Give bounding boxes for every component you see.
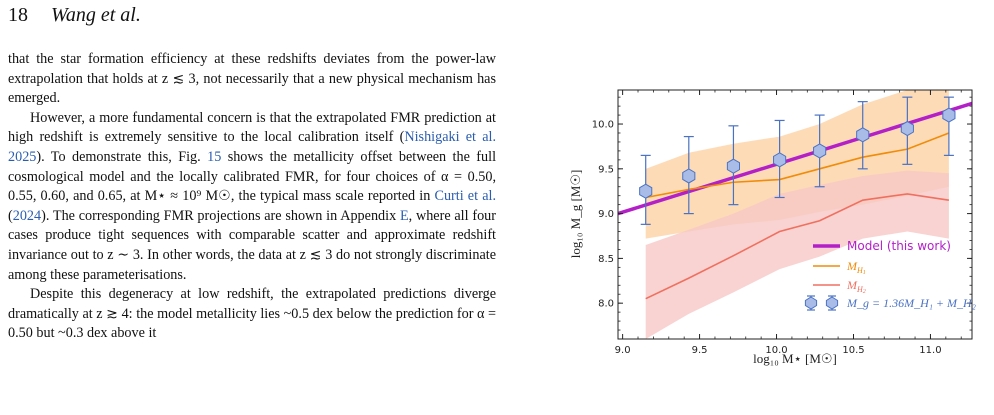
body-text-column: that the star formation efficiency at th…: [8, 50, 496, 344]
legend-label-h1: MH1: [846, 259, 866, 276]
page-header: 18 Wang et al.: [8, 4, 141, 27]
legend-label-h2: MH2: [846, 278, 866, 295]
gas-mass-point: [682, 168, 696, 184]
y-tick-label: 9.0: [598, 209, 614, 220]
gas-mass-point: [900, 120, 914, 137]
paragraph-2: However, a more fundamental concern is t…: [8, 109, 497, 283]
running-head-authors: Wang et al.: [51, 4, 141, 26]
legend-swatch-gas: [804, 295, 839, 311]
citation-link-curti[interactable]: Curti et al.: [434, 188, 496, 205]
p2-start: However, a more fundamental concern is t…: [8, 109, 496, 146]
x-tick-label: 10.0: [765, 345, 787, 356]
page-number: 18: [8, 4, 28, 26]
gas-mass-point: [942, 107, 956, 123]
y-axis-label: log₁₀ M_g [M☉]: [568, 170, 583, 259]
y-tick-label: 9.5: [598, 164, 614, 175]
paragraph-1: that the star formation efficiency at th…: [8, 51, 496, 107]
gas-mass-chart: 9.0 9.5 10.0 10.5 11.0 8.0 8.5 9.0 9.5 10.0 log₁₀…: [568, 89, 976, 366]
citation-year-link[interactable]: 2024: [12, 207, 42, 224]
gas-mass-point: [726, 158, 740, 174]
legend-label-model: Model (this work): [847, 239, 951, 253]
line-series-0: [618, 101, 972, 216]
x-tick-label: 11.0: [919, 345, 941, 356]
legend: Model (this work) MH1 MH2 M_g = 1.36M_H₁…: [804, 239, 976, 311]
paragraph-3: Despite this degeneracy at low redshift,…: [8, 286, 496, 342]
legend-label-gas: M_g = 1.36M_H₁ + M_H₂: [846, 296, 976, 310]
figure-gas-mass: 9.0 9.5 10.0 10.5 11.0 8.0 8.5 9.0 9.5 10.0 log₁₀…: [540, 60, 994, 415]
appendix-link-e[interactable]: E: [399, 207, 409, 224]
y-tick-label: 8.0: [598, 299, 614, 310]
y-tick-label: 10.0: [592, 120, 614, 131]
gas-mass-point: [639, 183, 653, 199]
x-tick-label: 10.5: [842, 345, 864, 356]
line-series-1: [645, 132, 950, 199]
band-series-2: [645, 170, 949, 339]
gas-mass-point: [773, 152, 787, 168]
line-series-2: [645, 193, 950, 300]
x-tick-label: 9.5: [692, 345, 708, 356]
y-tick-label: 8.5: [598, 254, 614, 265]
x-axis-label: log₁₀ M⋆ [M☉]: [753, 351, 837, 366]
gas-mass-point: [813, 143, 827, 159]
gas-mass-point: [856, 127, 870, 143]
figure-link-15[interactable]: 15: [207, 148, 222, 165]
citation-link-nishigaki[interactable]: Nishigaki et al. 2025: [8, 129, 497, 165]
x-tick-label: 9.0: [615, 345, 631, 356]
plot-frame: [617, 89, 973, 340]
